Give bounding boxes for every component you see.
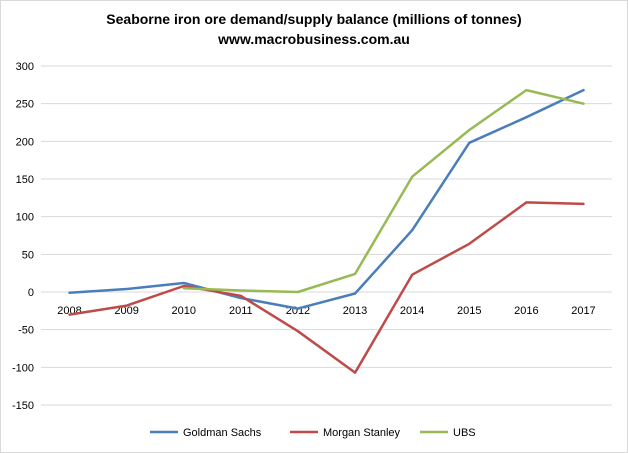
legend: Goldman Sachs Morgan Stanley UBS (150, 427, 476, 439)
series-line-goldman-sachs (68, 88, 585, 310)
chart-subtitle: www.macrobusiness.com.au (218, 31, 410, 47)
series-line-morgan-stanley (68, 201, 585, 374)
legend-label: UBS (453, 427, 476, 439)
chart-title: Seaborne iron ore demand/supply balance … (106, 11, 522, 27)
y-tick-label: 150 (16, 174, 34, 186)
y-axis-tick-labels: -150 -100 -50 0 50 100 150 200 250 300 (12, 61, 34, 412)
y-tick-label: 0 (28, 287, 34, 299)
x-tick-label: 2016 (514, 305, 538, 317)
y-tick-label: 50 (22, 249, 34, 261)
x-tick-label: 2015 (457, 305, 481, 317)
x-axis-tick-labels: 2008 2009 2010 2011 2012 2013 2014 2015 2016 2017 (57, 305, 595, 317)
y-tick-label: 250 (16, 99, 34, 111)
x-tick-label: 2017 (571, 305, 595, 317)
x-tick-label: 2013 (343, 305, 367, 317)
y-tick-label: -50 (18, 325, 34, 337)
x-tick-label: 2014 (400, 305, 424, 317)
y-tick-label: 100 (16, 212, 34, 224)
y-tick-label: 300 (16, 61, 34, 73)
gridlines (41, 65, 612, 406)
series-lines (68, 88, 585, 374)
legend-label: Goldman Sachs (183, 427, 262, 439)
y-tick-label: -100 (12, 362, 34, 374)
x-tick-label: 2011 (229, 305, 253, 317)
series-line-ubs (182, 88, 585, 294)
legend-label: Morgan Stanley (323, 427, 401, 439)
x-tick-label: 2009 (114, 305, 138, 317)
x-tick-label: 2010 (172, 305, 196, 317)
y-tick-label: -150 (12, 400, 34, 412)
y-tick-label: 200 (16, 136, 34, 148)
